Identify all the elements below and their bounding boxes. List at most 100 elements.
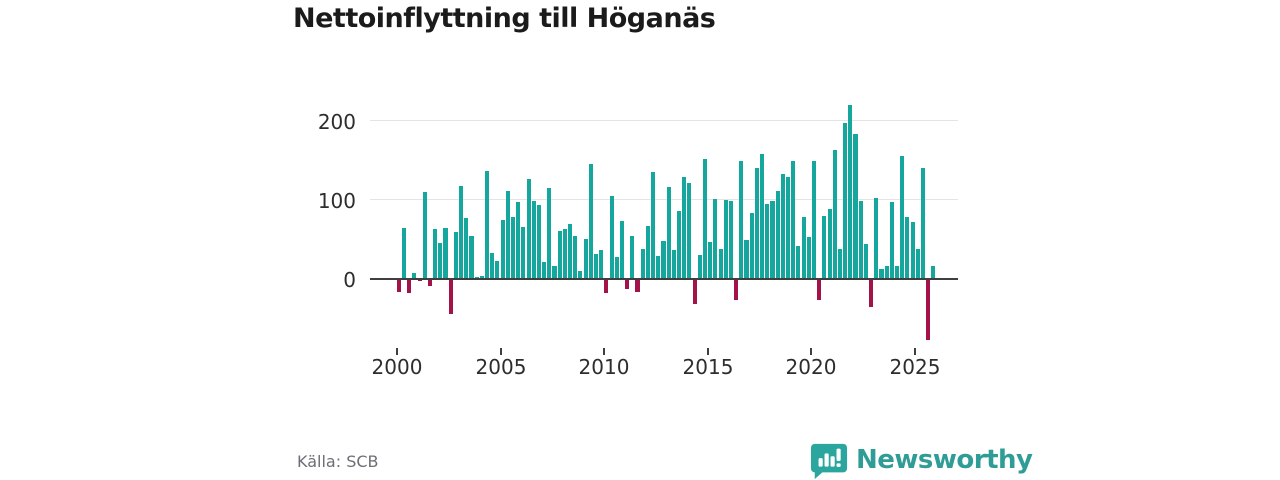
bar-61	[713, 199, 718, 279]
bar-82	[822, 215, 827, 279]
bar-54	[677, 211, 682, 279]
bar-97	[900, 155, 905, 279]
bar-69	[754, 167, 759, 279]
bar-12	[459, 185, 464, 279]
x-axis-line	[370, 278, 958, 280]
x-tick-2020	[810, 348, 812, 355]
bar-25	[526, 179, 531, 279]
brand-logo: Newsworthy	[810, 441, 1033, 479]
bar-77	[796, 245, 801, 279]
bar-88	[853, 134, 858, 279]
bar-95	[889, 202, 894, 279]
bar-100	[915, 248, 920, 279]
bar-52	[666, 186, 671, 279]
bar-81	[817, 279, 822, 300]
bar-33	[568, 223, 573, 279]
bar-49	[651, 171, 656, 279]
bar-29	[547, 188, 552, 279]
bar-80	[811, 160, 817, 279]
bar-47	[640, 248, 645, 279]
bar-16	[479, 275, 484, 279]
bar-101	[920, 168, 926, 279]
bar-35	[578, 271, 583, 279]
bar-79	[806, 237, 811, 279]
bar-66	[739, 160, 744, 279]
bar-87	[848, 105, 853, 279]
bar-90	[863, 244, 868, 279]
bar-30	[552, 266, 557, 279]
bar-48	[645, 226, 650, 279]
bar-5	[422, 192, 427, 279]
bar-59	[702, 158, 708, 279]
bar-28	[542, 262, 547, 279]
bar-75	[786, 177, 791, 279]
bar-62	[718, 248, 723, 279]
bar-14	[469, 236, 474, 279]
bar-20	[500, 219, 505, 279]
bar-11	[453, 232, 458, 279]
x-tick-2000	[396, 348, 398, 355]
bar-96	[894, 265, 900, 279]
bar-85	[837, 248, 842, 279]
bar-27	[536, 204, 541, 279]
bar-chart-speech-bubble-icon	[810, 443, 848, 479]
gridline-200	[370, 120, 958, 121]
bar-78	[801, 217, 806, 279]
bar-76	[791, 160, 796, 279]
source-note: Källa: SCB	[297, 452, 379, 471]
bar-41	[609, 196, 614, 279]
bar-43	[619, 220, 624, 279]
x-tick-2025	[914, 348, 916, 355]
y-axis-label-200: 200	[317, 110, 356, 134]
bar-58	[697, 255, 702, 279]
x-axis-label-2010: 2010	[578, 355, 630, 379]
bar-44	[625, 279, 630, 290]
bar-39	[599, 249, 604, 279]
bar-89	[858, 200, 863, 279]
bar-7	[433, 229, 438, 279]
bar-22	[510, 216, 516, 279]
bar-19	[495, 260, 500, 279]
x-tick-2010	[603, 348, 605, 355]
bar-51	[661, 241, 666, 279]
bar-34	[573, 235, 578, 279]
bar-53	[671, 249, 676, 279]
bar-57	[692, 279, 697, 305]
x-axis-label-2015: 2015	[682, 355, 734, 379]
bar-40	[604, 279, 609, 294]
bar-9	[443, 227, 448, 279]
bar-42	[614, 256, 619, 279]
bar-3	[412, 272, 417, 279]
bar-71	[765, 203, 770, 279]
bar-84	[832, 150, 837, 279]
bar-0	[396, 279, 401, 293]
brand-name: Newsworthy	[856, 445, 1033, 475]
bar-18	[490, 252, 495, 279]
bar-45	[630, 235, 635, 279]
bar-37	[588, 163, 593, 279]
x-tick-2005	[500, 348, 502, 355]
x-axis-label-2025: 2025	[889, 355, 941, 379]
gridline-100	[370, 199, 958, 200]
bar-73	[775, 190, 780, 279]
bar-8	[438, 242, 443, 279]
bar-63	[723, 200, 728, 279]
bar-94	[884, 265, 889, 279]
bar-91	[869, 279, 874, 307]
bar-38	[593, 253, 599, 279]
bar-55	[682, 177, 687, 279]
chart-title: Nettoinflyttning till Höganäs	[293, 3, 716, 34]
bar-4	[417, 279, 422, 282]
bar-24	[521, 226, 526, 279]
x-axis-label-2020: 2020	[785, 355, 837, 379]
bar-72	[770, 200, 775, 279]
x-tick-2015	[707, 348, 709, 355]
bar-103	[931, 265, 936, 279]
bar-65	[734, 279, 739, 301]
bar-13	[464, 218, 469, 279]
bar-60	[708, 241, 713, 279]
y-axis-label-0: 0	[343, 268, 356, 292]
bar-21	[505, 190, 510, 279]
bar-92	[874, 197, 879, 279]
